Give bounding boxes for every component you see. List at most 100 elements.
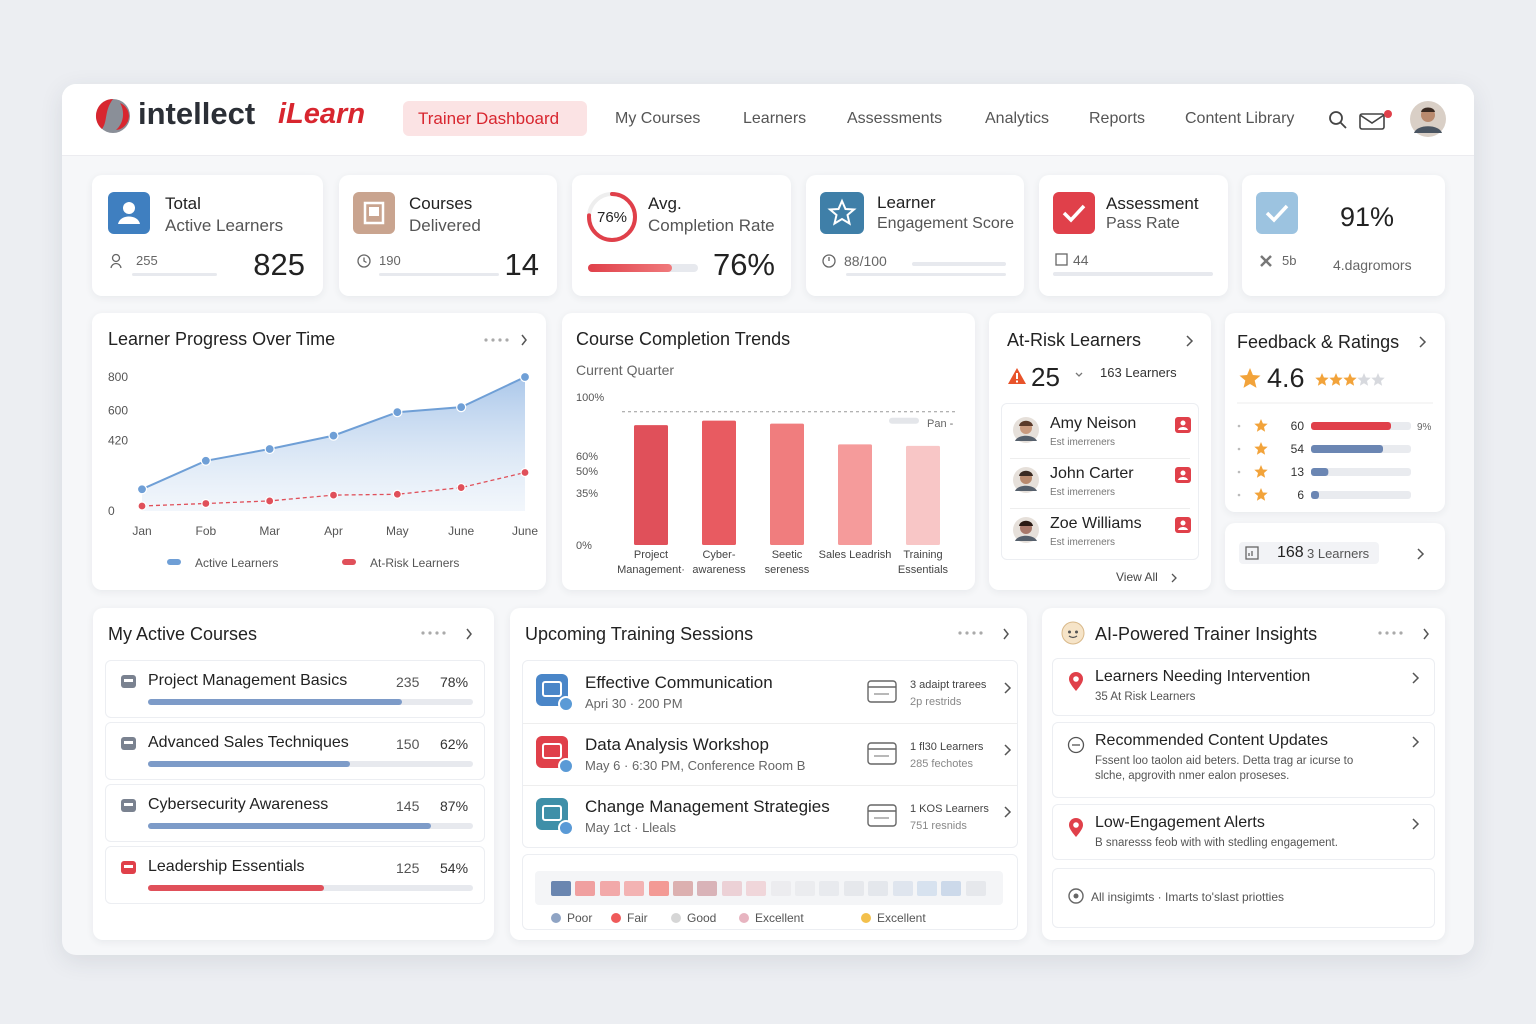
course-name: Leadership Essentials [148,858,305,875]
kpi-icon [1053,192,1095,234]
nav-item[interactable]: Assessments [847,110,943,127]
course-row[interactable]: Leadership Essentials 125 54% [105,846,485,904]
row-count: 60 [1291,419,1305,433]
icon-part [542,805,562,821]
badge-glyph [1178,477,1188,480]
kpi-meta: 255 [136,253,158,268]
reference-label: Pan - [927,418,954,430]
nav-item[interactable]: Reports [1089,110,1146,127]
course-progress-label: 54% [440,860,469,876]
meta-icon [110,253,122,269]
session-icon [536,798,574,836]
icon-part [124,679,133,682]
user-avatar[interactable] [1409,100,1447,138]
chevron[interactable] [1003,805,1013,819]
row-bar [1311,445,1383,453]
avatar-hair [1019,420,1033,426]
chevron[interactable] [1416,547,1426,561]
logo-icon [95,98,130,133]
nav-item[interactable]: Learners [743,110,807,127]
session-title: Change Management Strategies [585,797,830,816]
learner-detail: Est imerreners [1050,537,1116,548]
bar-chart: Course Completion Trends Current Quarter… [576,329,957,552]
course-row[interactable]: Advanced Sales Techniques 150 62% [105,722,485,780]
icon-part [1067,736,1085,754]
chevron-line [1004,806,1012,818]
course-row[interactable]: Cybersecurity Awareness 145 87% [105,784,485,842]
course-row[interactable]: Project Management Basics 235 78% [105,660,485,718]
bar [634,425,668,545]
insight-title: Learners Needing Intervention [1095,668,1311,685]
heatmap-cell [770,881,791,896]
icon-part [124,741,133,744]
nav-item[interactable]: Trainer Dashboard [418,109,560,128]
heatmap-cell [624,881,645,896]
calendar-icon [867,804,897,827]
row-dot [1237,424,1241,428]
x-tick-label: June [512,524,538,538]
point [520,467,530,478]
avatar-body [1015,485,1037,491]
view-all-link[interactable]: View All [1116,570,1158,584]
point [392,489,402,499]
legend-dot [861,913,871,923]
y-tick-label: 60% [576,451,598,463]
icon-part [110,262,122,269]
more-dots[interactable] [1376,626,1442,642]
kpi-meta: 190 [379,253,401,268]
more-dots[interactable] [484,338,509,342]
nav-item[interactable]: Analytics [985,110,1050,127]
legend-swatch [342,559,356,565]
brand-accent: iLearn [278,98,366,130]
icon-part [363,257,367,264]
chevron[interactable] [1170,572,1178,584]
search-icon[interactable] [1328,110,1348,130]
kpi-title: Learner [877,193,936,212]
chevron[interactable] [1003,681,1013,695]
session-list: Effective Communication Apri 30 · 200 PM 3… [522,660,1018,848]
dropdown-icon[interactable] [1074,371,1084,379]
chevron[interactable] [1418,335,1428,349]
point [265,496,275,506]
chevron[interactable] [1411,817,1421,831]
session-detail: 3 adaipt trarees [910,679,987,691]
row-count: 13 [1291,465,1305,479]
session-when: May 6 · 6:30 PM, Conference Room B [585,758,806,773]
rating-graphics: 60 54 13 6 9% [1237,368,1433,502]
chevron[interactable] [1411,735,1421,749]
course-learners: 235 [396,674,420,690]
chevron[interactable] [1185,334,1195,348]
y-tick-label: 50% [576,466,598,478]
insights-footer[interactable]: All insigimts · Imarts to'slast priottie… [1052,868,1435,928]
more-dots[interactable] [419,626,489,642]
kpi-bar [379,273,499,276]
heatmap-cell [843,881,864,896]
icon-part [124,865,133,868]
nav-item[interactable]: Content Library [1185,110,1295,127]
insight-item[interactable]: Learners Needing Intervention 35 At Risk … [1052,658,1435,716]
legend-dot [551,913,561,923]
chevron[interactable] [1411,671,1421,685]
insight-item[interactable]: Recommended Content Updates Fssent loo ta… [1052,722,1435,798]
kpi-card: 76% Avg. Completion Rate 76% [572,175,791,296]
badge-glyph [1180,470,1186,476]
kpi-meta: 5b [1282,253,1297,268]
point [137,501,147,511]
icon-badge [558,820,574,836]
kpi-title: Total [165,194,201,213]
heatmap-cell [892,881,913,896]
chevron-line [1412,672,1420,684]
row-star [1254,465,1268,478]
chevron[interactable] [521,334,527,346]
legend-label: At-Risk Learners [370,556,459,570]
row-count: 6 [1297,488,1304,502]
chevron[interactable] [1003,743,1013,757]
progress-track [148,761,473,767]
mail-icon[interactable] [1358,108,1396,132]
session-detail: 285 fechotes [910,758,973,770]
more-dots[interactable] [956,626,1026,642]
insight-item[interactable]: Low-Engagement Alerts B snaresss feob wit… [1052,804,1435,860]
session-detail: 1 fl30 Learners [910,741,984,753]
heatmap-cell [721,881,742,896]
nav-item[interactable]: My Courses [615,110,701,127]
